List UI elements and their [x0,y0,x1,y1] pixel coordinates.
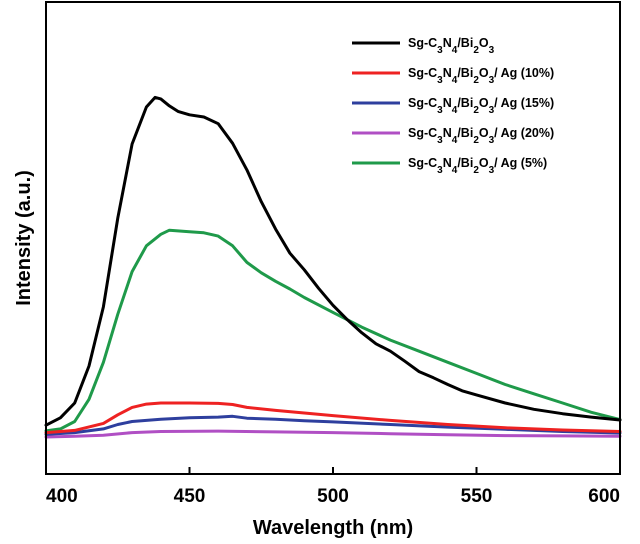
series-line-2 [44,414,622,436]
legend: Sg-C3N4/Bi2O3 Sg-C3N4/Bi2O3/ Ag (10%) Sg-C… [352,36,554,176]
x-tick-label-0: 400 [46,486,78,507]
series-line-3 [44,429,622,439]
legend-label-4: Sg-C3N4/Bi2O3/ Ag (5%) [408,156,547,176]
y-axis-title: Intensity (a.u.) [13,170,35,306]
series-line-1 [44,401,622,435]
x-tick-label-2: 500 [317,486,349,507]
legend-label-2: Sg-C3N4/Bi2O3/ Ag (15%) [408,96,554,116]
legend-label-3: Sg-C3N4/Bi2O3/ Ag (20%) [408,126,554,146]
series-line-4 [44,228,622,433]
x-ticks: 400 450 500 550 600 [45,467,621,507]
legend-label-1: Sg-C3N4/Bi2O3/ Ag (10%) [408,66,554,86]
series-line-0 [44,95,622,427]
x-tick-label-4: 600 [588,486,620,507]
series-group [44,95,622,439]
x-tick-label-3: 550 [461,486,493,507]
x-axis-title: Wavelength (nm) [253,517,413,539]
x-tick-label-1: 450 [174,486,206,507]
legend-label-0: Sg-C3N4/Bi2O3 [408,36,495,56]
